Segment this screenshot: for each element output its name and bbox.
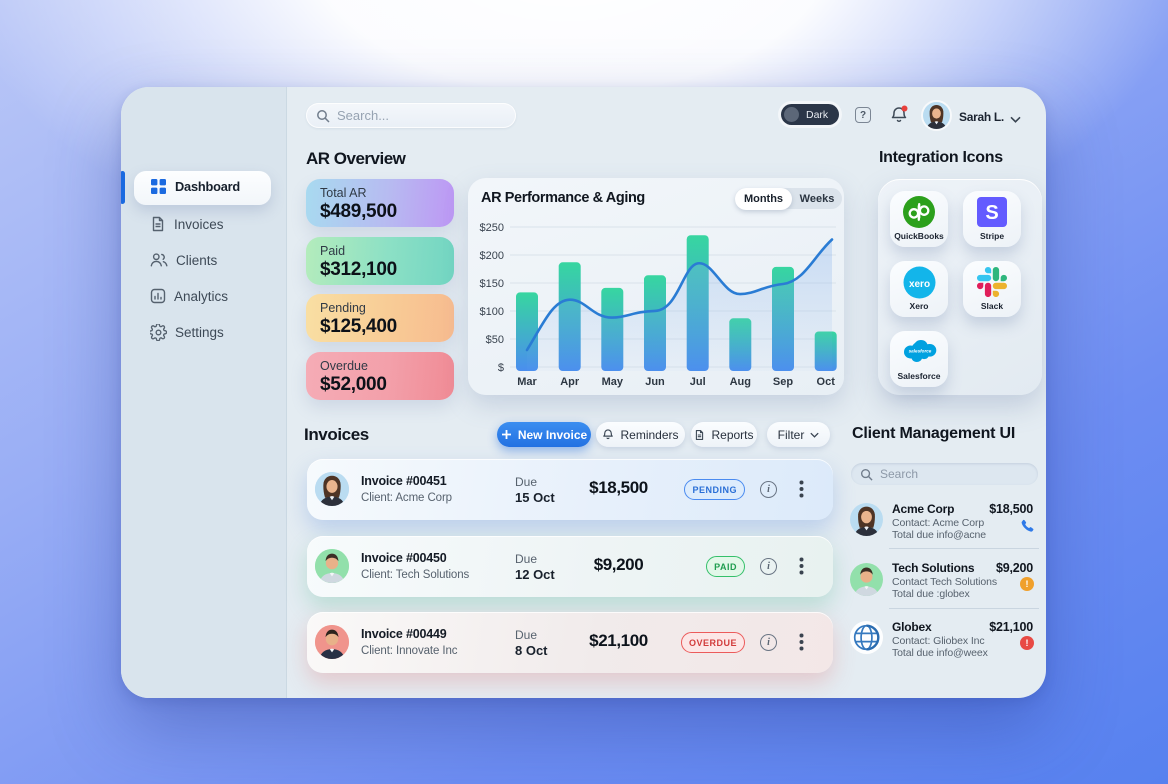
svg-text:S: S — [985, 202, 998, 224]
svg-text:Aug: Aug — [730, 376, 751, 388]
svg-text:xero: xero — [908, 279, 929, 290]
svg-text:$50: $50 — [486, 334, 504, 346]
svg-text:Apr: Apr — [560, 376, 580, 388]
svg-text:$250: $250 — [480, 222, 504, 234]
svg-text:$150: $150 — [480, 278, 504, 290]
svg-text:Oct: Oct — [817, 376, 836, 388]
svg-text:Jul: Jul — [690, 376, 706, 388]
svg-text:Jun: Jun — [645, 376, 665, 388]
svg-text:$200: $200 — [480, 250, 504, 262]
svg-text:Mar: Mar — [517, 376, 537, 388]
svg-text:May: May — [602, 376, 624, 388]
svg-text:$100: $100 — [480, 306, 504, 318]
svg-text:$: $ — [498, 362, 504, 374]
svg-text:salesforce: salesforce — [909, 349, 932, 354]
svg-text:Sep: Sep — [773, 376, 793, 388]
